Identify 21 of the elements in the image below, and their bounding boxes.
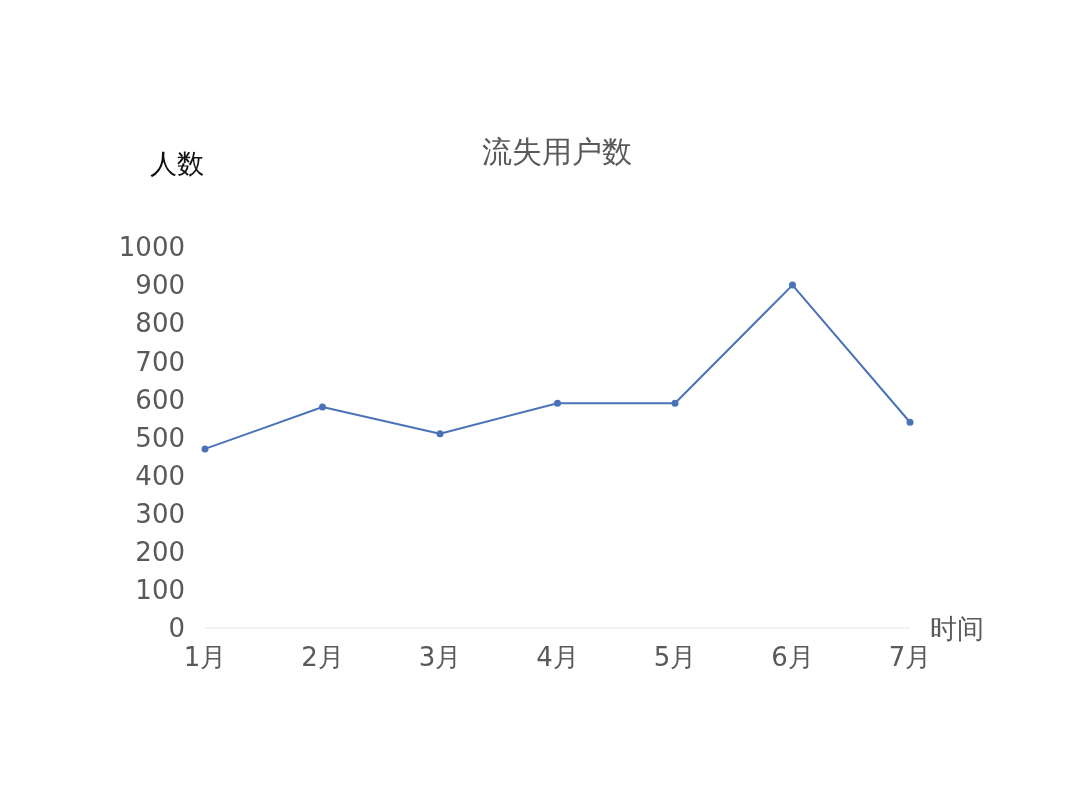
x-tick-label: 5月 — [653, 642, 697, 673]
x-tick-label: 7月 — [888, 642, 932, 673]
y-tick-label: 700 — [135, 346, 185, 377]
x-tick-label: 4月 — [536, 642, 579, 673]
x-tick-label: 3月 — [418, 642, 462, 673]
y-tick-label: 900 — [135, 270, 185, 301]
x-tick-label: 6月 — [771, 642, 814, 673]
x-tick-label: 2月 — [301, 642, 344, 673]
x-axis-title: 时间 — [930, 612, 984, 646]
y-tick-label: 500 — [135, 422, 185, 453]
y-axis-title: 人数 — [150, 147, 204, 181]
y-tick-label: 600 — [135, 384, 185, 415]
y-tick-label: 1000 — [118, 232, 185, 263]
chart-title: 流失用户数 — [481, 133, 633, 171]
y-tick-label: 100 — [135, 575, 185, 606]
y-tick-label: 0 — [168, 613, 185, 644]
y-tick-label: 400 — [135, 460, 185, 491]
y-tick-label: 200 — [135, 537, 185, 568]
x-tick-label: 1月 — [183, 642, 227, 673]
y-tick-label: 300 — [135, 498, 185, 529]
y-tick-label: 800 — [135, 308, 185, 339]
